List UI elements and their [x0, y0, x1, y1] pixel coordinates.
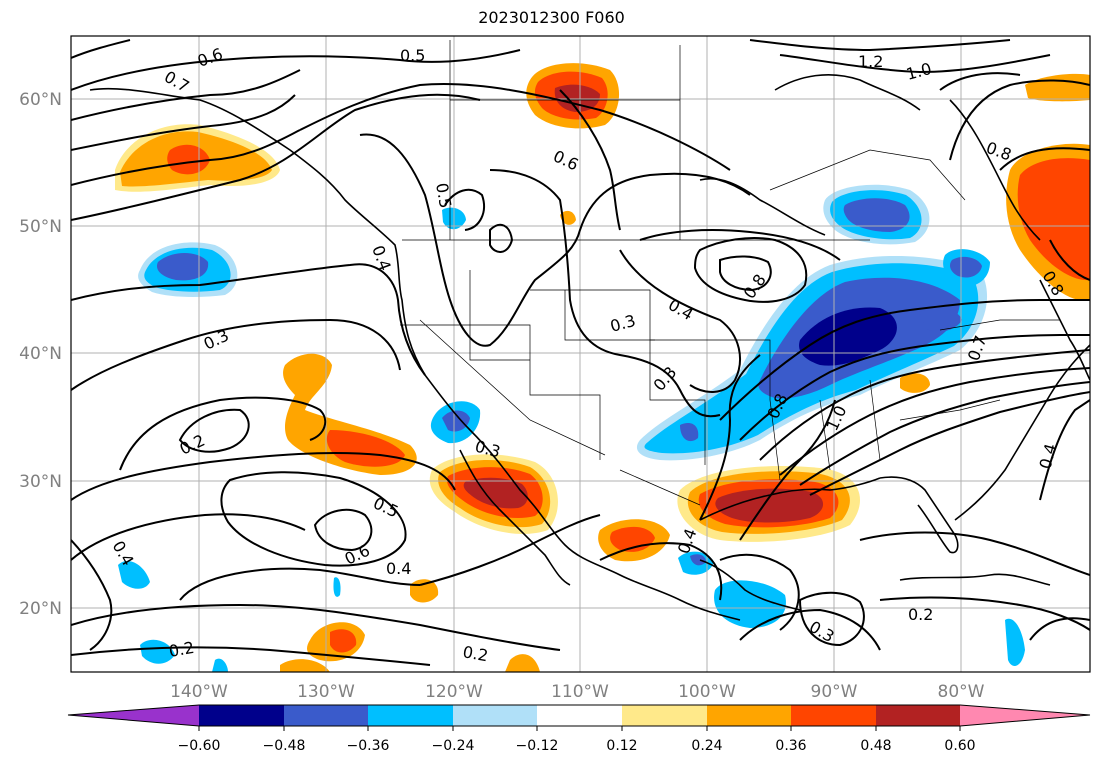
colorbar-tick-label: 0.36: [775, 738, 806, 754]
lat-label: 60°N: [19, 90, 62, 110]
positive-region-mexico-pacific: [429, 454, 558, 534]
negative-region-north-pacific: [138, 242, 238, 297]
colorbar-tick-label: −0.24: [432, 738, 475, 754]
contour-label: 0.4: [368, 243, 395, 273]
colorbar-segment: [537, 705, 622, 726]
colorbar-extend-low: [68, 705, 199, 726]
latitude-labels: 60°N 50°N 40°N 30°N 20°N: [19, 90, 62, 619]
colorbar-segment: [876, 705, 960, 726]
contour-label: 1.2: [858, 52, 883, 71]
colorbar-segment: [453, 705, 537, 726]
contour-label: 0.5: [432, 181, 455, 209]
lon-label: 120°W: [425, 682, 483, 702]
colorbar-tick-label: −0.48: [263, 738, 306, 754]
colorbar-segment: [622, 705, 707, 726]
contour-label: 0.3: [650, 363, 681, 395]
colorbar-tick-label: −0.12: [516, 738, 559, 754]
positive-region-north-pacific: [115, 124, 280, 192]
contour-label: 0.6: [342, 541, 373, 569]
contour-label: 0.5: [400, 46, 425, 65]
colorbar-tick-label: 0.48: [860, 738, 891, 754]
contour-label-layer: 0.5 0.6 0.7 0.6 1.2 1.0 0.8 0.5 0.4 0.8 …: [109, 44, 1068, 665]
colorbar-extend-high: [960, 705, 1090, 726]
map-title: 2023012300 F060: [478, 8, 625, 27]
colorbar-segment: [284, 705, 368, 726]
positive-region-east-canada: [1006, 73, 1090, 301]
contour-label: 0.8: [740, 271, 770, 303]
contour-label: 0.3: [608, 311, 638, 336]
contour-label: 0.4: [386, 559, 411, 578]
map-frame: [70, 35, 1091, 673]
colorbar-tick-label: 0.12: [606, 738, 637, 754]
lat-label: 40°N: [19, 344, 62, 364]
contour-label: 0.7: [161, 67, 193, 96]
longitude-labels: 140°W 130°W 120°W 110°W 100°W 90°W 80°W: [170, 682, 985, 702]
contour-label: 0.3: [806, 617, 838, 646]
lon-label: 100°W: [678, 682, 736, 702]
negative-region-canada-north: [823, 184, 990, 287]
colorbar-segment: [707, 705, 791, 726]
contour-label: 0.2: [908, 605, 933, 624]
contour-label: 0.6: [550, 146, 581, 174]
shaded-anomaly-layer: [115, 63, 1090, 672]
colorbar-tick-label: −0.36: [347, 738, 390, 754]
positive-region-gulf: [677, 466, 860, 542]
positive-region-subtropical-pacific: [283, 353, 417, 475]
contour-label: 0.8: [984, 138, 1014, 165]
colorbar: −0.60 −0.48 −0.36 −0.24 −0.12 0.12 0.24 …: [67, 704, 1091, 754]
lon-label: 130°W: [297, 682, 355, 702]
contour-label: 0.2: [177, 431, 208, 459]
lat-label: 30°N: [19, 472, 62, 492]
contour-label: 1.0: [904, 59, 934, 84]
colorbar-segment: [368, 705, 453, 726]
lon-label: 90°W: [811, 682, 858, 702]
lat-label: 20°N: [19, 599, 62, 619]
colorbar-tick-label: 0.60: [944, 738, 975, 754]
colorbar-segment: [199, 705, 284, 726]
negative-region-misc: [118, 207, 1025, 672]
contour-label: 0.2: [461, 642, 489, 665]
lon-label: 80°W: [938, 682, 985, 702]
contour-label: 0.5: [370, 493, 401, 521]
lat-label: 50°N: [19, 217, 62, 237]
lon-label: 110°W: [551, 682, 609, 702]
contour-label: 0.2: [167, 638, 195, 661]
contour-label: 0.4: [1036, 442, 1061, 472]
lon-label: 140°W: [170, 682, 228, 702]
contour-lines: [71, 39, 1090, 666]
colorbar-tick-label: −0.60: [178, 738, 221, 754]
colorbar-segment: [791, 705, 876, 726]
negative-region-mississippi-great-lakes: [636, 255, 988, 461]
contour-label: 0.4: [665, 295, 697, 324]
colorbar-tick-label: 0.24: [691, 738, 722, 754]
